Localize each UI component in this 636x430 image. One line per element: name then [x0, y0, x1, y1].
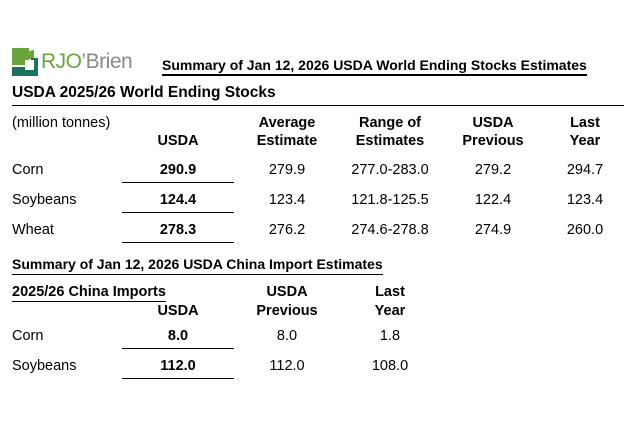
rjobrien-logo-text: RJO’Brien [41, 50, 133, 74]
col-previous-line1: USDA [472, 115, 514, 131]
logo-text-rjo: RJO [41, 50, 82, 73]
col-range-line1: Range of [358, 115, 422, 131]
china-imports-subheading: 2025/26 China Imports [12, 284, 166, 302]
col-lastyear-line1: Last [570, 115, 600, 131]
usda-value: 124.4 [122, 192, 234, 213]
report-title: Summary of Jan 12, 2026 USDA World Endin… [162, 57, 587, 76]
range-value: 277.0-283.0 [351, 162, 429, 178]
usda-previous-value: 279.2 [474, 162, 512, 178]
col-lastyear-line1: Last [375, 284, 405, 300]
col-lastyear-line2: Year [374, 303, 406, 319]
table-row-corn: Corn 290.9 279.9 277.0-283.0 279.2 294.7 [12, 162, 624, 192]
last-year-value: 260.0 [566, 222, 604, 238]
col-usda-line1 [122, 114, 234, 132]
average-estimate-value: 123.4 [268, 192, 306, 208]
col-average-line2: Estimate [256, 133, 318, 149]
col-range-line2: Estimates [355, 133, 425, 149]
table-row-soybeans-imports: Soybeans 112.0 112.0 108.0 [12, 358, 624, 388]
range-value: 121.8-125.5 [351, 192, 429, 208]
table-row-wheat: Wheat 278.3 276.2 274.6-278.8 274.9 260.… [12, 222, 624, 252]
world-table-body: Corn 290.9 279.9 277.0-283.0 279.2 294.7… [12, 162, 624, 252]
last-year-value: 1.8 [379, 328, 401, 344]
commodity-label: Soybeans [12, 192, 77, 208]
col-lastyear-line2: Year [569, 133, 601, 149]
world-header-line2: USDA Estimate Estimates Previous Year [12, 132, 624, 150]
china-table-body: Corn 8.0 8.0 1.8 Soybeans 112.0 112.0 10… [12, 328, 624, 388]
usda-value: 290.9 [122, 162, 234, 183]
average-estimate-value: 276.2 [268, 222, 306, 238]
last-year-value: 123.4 [566, 192, 604, 208]
china-header-line1: 2025/26 China Imports USDA Last [12, 283, 624, 302]
logo-text-brien: ’Brien [81, 50, 133, 73]
rjobrien-logo: RJO’Brien [12, 48, 150, 76]
commodity-label: Corn [12, 162, 44, 178]
china-table-header: 2025/26 China Imports USDA Last USDA Pre… [12, 283, 624, 320]
usda-value: 8.0 [122, 328, 234, 349]
table-row-soybeans: Soybeans 124.4 123.4 121.8-125.5 122.4 1… [12, 192, 624, 222]
col-usda-line2: USDA [157, 303, 199, 319]
col-usda-line2: USDA [157, 133, 199, 149]
usda-value: 112.0 [122, 358, 234, 379]
col-usda-line1 [122, 283, 234, 302]
world-section-heading: USDA 2025/26 World Ending Stocks [12, 84, 624, 106]
world-header-line1: (million tonnes) Average Range of USDA L… [12, 114, 624, 132]
usda-previous-value: 122.4 [474, 192, 512, 208]
range-value: 274.6-278.8 [351, 222, 429, 238]
unit-label: (million tonnes) [12, 115, 111, 131]
rjobrien-logo-icon [12, 48, 38, 76]
usda-value: 278.3 [122, 222, 234, 243]
last-year-value: 294.7 [566, 162, 604, 178]
china-header-line2: USDA Previous Year [12, 302, 624, 320]
col-previous-line2: Previous [256, 303, 318, 319]
china-section-heading-wrap: Summary of Jan 12, 2026 USDA China Impor… [12, 256, 624, 275]
usda-previous-value: 112.0 [269, 358, 305, 374]
col-previous-line1: USDA [266, 284, 308, 300]
usda-previous-value: 8.0 [276, 328, 298, 344]
table-row-corn-imports: Corn 8.0 8.0 1.8 [12, 328, 624, 358]
last-year-value: 108.0 [371, 358, 409, 374]
commodity-label: Corn [12, 328, 44, 344]
world-table-header: (million tonnes) Average Range of USDA L… [12, 114, 624, 150]
usda-previous-value: 274.9 [474, 222, 512, 238]
commodity-label: Wheat [12, 222, 54, 238]
china-section-heading: Summary of Jan 12, 2026 USDA China Impor… [12, 256, 383, 275]
average-estimate-value: 279.9 [268, 162, 306, 178]
col-previous-line2: Previous [462, 133, 524, 149]
col-average-line1: Average [258, 115, 316, 131]
report-header: RJO’Brien Summary of Jan 12, 2026 USDA W… [12, 0, 624, 76]
commodity-label: Soybeans [12, 358, 77, 374]
